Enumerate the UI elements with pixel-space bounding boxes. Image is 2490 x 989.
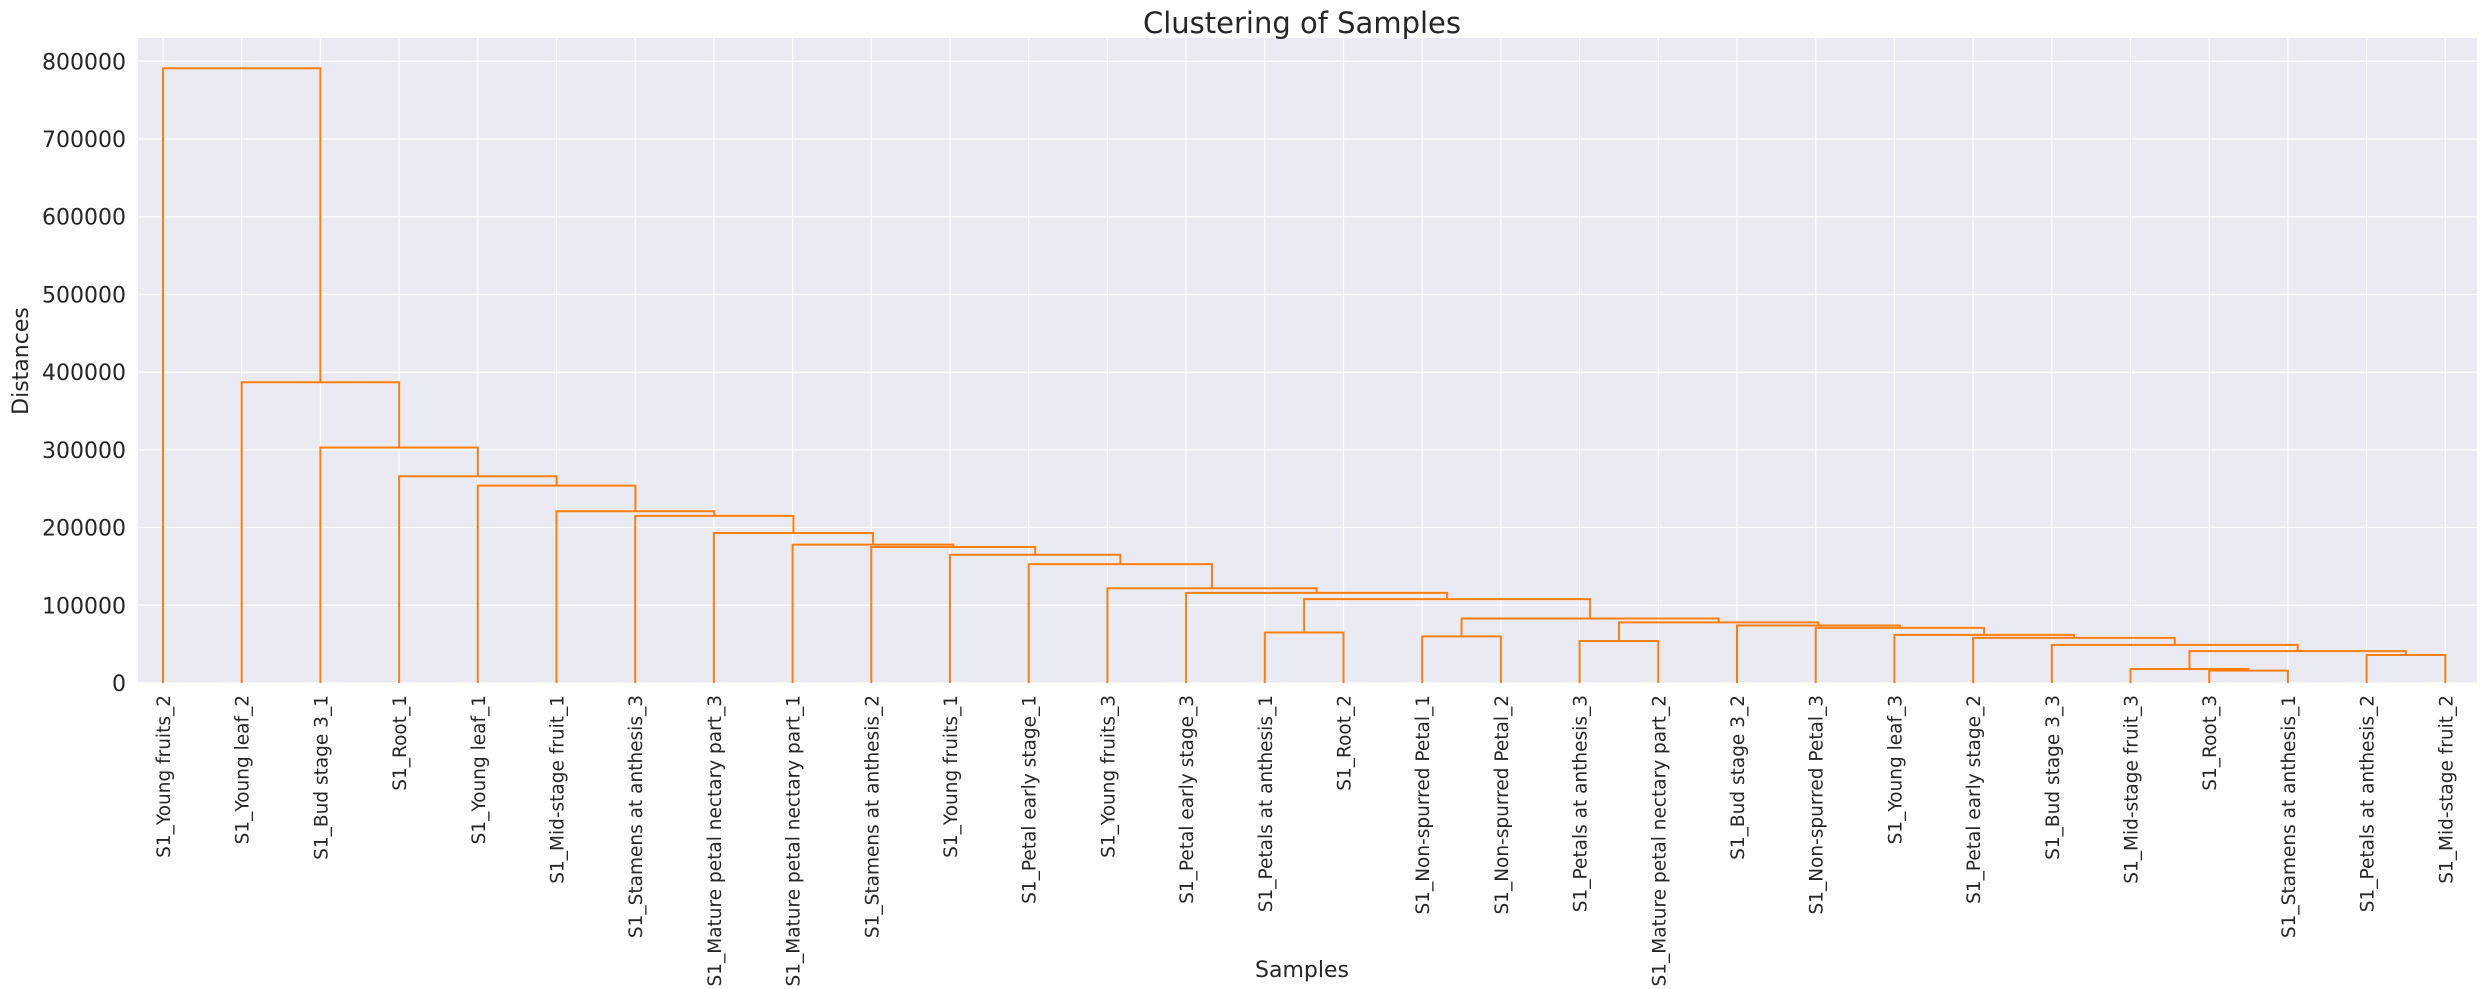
x-tick-label: S1_Mature petal nectary part_2 xyxy=(1649,695,1670,987)
y-tick-label: 800000 xyxy=(42,50,126,75)
x-tick-label: S1_Mature petal nectary part_3 xyxy=(705,695,726,987)
dendrogram-link xyxy=(634,514,795,683)
x-tick-label: S1_Petals at anthesis_3 xyxy=(1571,695,1592,912)
dendrogram-link xyxy=(2050,643,2299,683)
chart-title: Clustering of Samples xyxy=(1143,6,1461,40)
y-tick-label: 700000 xyxy=(42,128,126,153)
x-tick-label: S1_Petals at anthesis_2 xyxy=(2358,695,2379,912)
dendrogram-link xyxy=(162,67,322,683)
x-tick-label: S1_Young fruits_2 xyxy=(154,695,175,858)
dendrogram-link xyxy=(2188,650,2407,670)
x-axis-label: Samples xyxy=(1255,958,1349,983)
x-tick-label: S1_Stamens at anthesis_2 xyxy=(862,695,883,938)
y-tick-label: 100000 xyxy=(42,594,126,619)
x-tick-label: S1_Non-spurred Petal_3 xyxy=(1807,695,1828,915)
x-tick-label: S1_Young leaf_3 xyxy=(1885,695,1906,844)
x-tick-label: S1_Mid-stage fruit_1 xyxy=(548,695,569,884)
x-axis-ticks: S1_Young fruits_2 S1_Young leaf_2 S1_Bud s… xyxy=(154,695,2457,987)
x-tick-label: S1_Petal early stage_1 xyxy=(1020,695,1041,904)
x-tick-label: S1_Petal early stage_3 xyxy=(1177,695,1198,904)
x-tick-label: S1_Stamens at anthesis_1 xyxy=(2279,695,2300,938)
y-tick-label: 600000 xyxy=(42,206,126,231)
x-tick-label: S1_Young fruits_3 xyxy=(1098,695,1119,858)
x-tick-label: S1_Mid-stage fruit_3 xyxy=(2122,695,2143,884)
y-tick-label: 400000 xyxy=(42,361,126,386)
x-tick-label: S1_Root_1 xyxy=(390,695,411,791)
x-tick-label: S1_Mature petal nectary part_1 xyxy=(784,695,805,987)
x-tick-label: S1_Non-spurred Petal_1 xyxy=(1413,695,1434,915)
dendrogram-links xyxy=(162,67,2447,683)
dendrogram-link xyxy=(791,543,955,683)
dendrogram-link xyxy=(1106,587,1318,683)
y-axis-label: Distances xyxy=(9,307,34,415)
y-tick-label: 500000 xyxy=(42,283,126,308)
x-tick-label: S1_Young fruits_1 xyxy=(941,695,962,858)
x-tick-label: S1_Root_2 xyxy=(1335,695,1356,791)
x-tick-label: S1_Bud stage 3_3 xyxy=(2043,695,2064,860)
x-tick-label: S1_Bud stage 3_1 xyxy=(311,695,332,860)
x-tick-label: S1_Mid-stage fruit_2 xyxy=(2436,695,2457,884)
x-tick-label: S1_Non-spurred Petal_2 xyxy=(1492,695,1513,915)
x-tick-label: S1_Young leaf_1 xyxy=(469,695,490,844)
plot-background xyxy=(138,38,2477,683)
x-tick-label: S1_Young leaf_2 xyxy=(233,695,254,844)
y-tick-label: 200000 xyxy=(42,517,126,542)
y-tick-label: 300000 xyxy=(42,439,126,464)
y-tick-label: 0 xyxy=(112,672,126,697)
y-axis-ticks: 0 100000 200000 300000 400000 500000 600000 700… xyxy=(42,50,126,697)
x-tick-label: S1_Bud stage 3_2 xyxy=(1728,695,1749,860)
dendrogram-link xyxy=(1617,621,1820,642)
x-tick-label: S1_Petal early stage_2 xyxy=(1964,695,1985,904)
dendrogram-link xyxy=(1972,636,2176,683)
x-tick-label: S1_Stamens at anthesis_3 xyxy=(626,695,647,938)
dendrogram-link xyxy=(1736,624,1901,683)
x-tick-label: S1_Petals at anthesis_1 xyxy=(1256,695,1277,912)
x-tick-label: S1_Root_3 xyxy=(2200,695,2221,791)
